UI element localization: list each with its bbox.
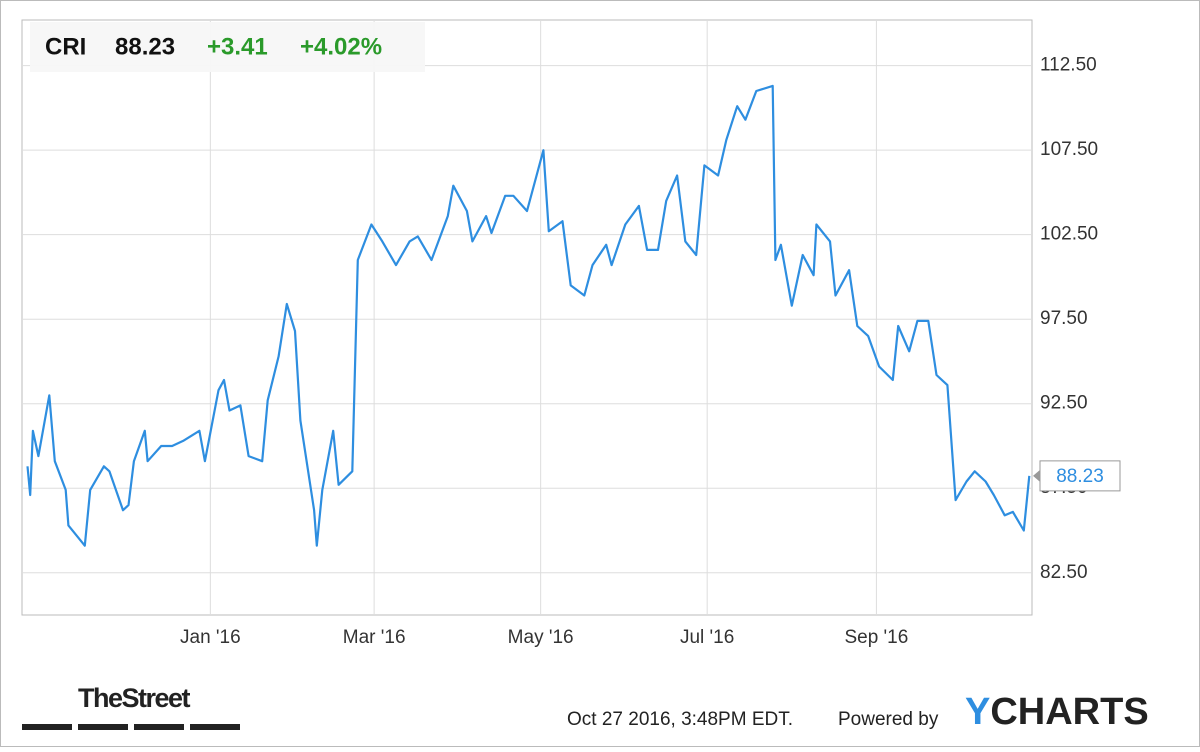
price: 88.23 — [115, 33, 175, 60]
price-line — [26, 84, 1031, 547]
last-value-pointer — [1033, 469, 1040, 482]
ticker: CRI — [45, 33, 86, 60]
source-logo: TheStreet — [78, 683, 191, 713]
x-tick-label: Sep '16 — [844, 627, 908, 648]
change-pct: +4.02% — [300, 33, 382, 60]
source-logo-bars — [22, 724, 240, 730]
brand-logo: YCHARTS — [965, 691, 1149, 733]
y-tick-label: 102.50 — [1040, 224, 1098, 245]
timestamp: Oct 27 2016, 3:48PM EDT. — [567, 709, 793, 730]
x-tick-label: Jul '16 — [680, 627, 734, 648]
change: +3.41 — [207, 33, 268, 60]
x-tick-label: May '16 — [508, 627, 574, 648]
y-tick-label: 82.50 — [1040, 562, 1088, 583]
y-tick-label: 97.50 — [1040, 308, 1088, 329]
y-tick-label: 92.50 — [1040, 393, 1088, 414]
powered-by: Powered by — [838, 709, 939, 730]
x-tick-label: Mar '16 — [343, 627, 406, 648]
last-value-box — [1039, 460, 1121, 492]
plot-area — [21, 19, 1033, 616]
x-tick-label: Jan '16 — [180, 627, 241, 648]
last-value-label: 88.23 — [1056, 466, 1104, 487]
y-tick-label: 112.50 — [1040, 55, 1097, 76]
header-box — [30, 22, 425, 72]
y-tick-label: 107.50 — [1040, 139, 1098, 160]
